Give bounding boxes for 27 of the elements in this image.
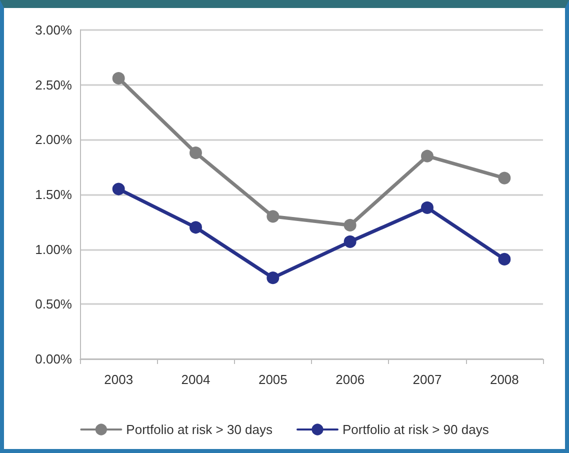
y-tick-label: 2.00% [35, 132, 72, 148]
x-tick-label: 2006 [336, 372, 365, 387]
point [344, 218, 356, 232]
point [344, 235, 356, 248]
legend-label: Portfolio at risk > 90 days [342, 422, 490, 437]
x-tick-label: 2007 [412, 372, 442, 387]
x-tick-label: 2003 [104, 372, 134, 387]
legend-label: Portfolio at risk > 30 days [126, 422, 273, 437]
y-tick-label: 1.50% [35, 187, 72, 202]
y-tick-label: 0.50% [35, 296, 72, 312]
point [498, 172, 511, 184]
point [112, 72, 125, 84]
point [498, 252, 511, 266]
point [190, 221, 202, 234]
x-tick-label: 2004 [181, 372, 210, 387]
x-tick-label: 2005 [258, 372, 288, 387]
point [266, 210, 280, 223]
point [190, 146, 202, 160]
point [421, 150, 434, 162]
point [112, 182, 125, 196]
y-tick-label: 0.00% [35, 352, 72, 366]
y-tick-label: 3.00% [35, 22, 72, 38]
x-tick-label: 2008 [490, 372, 519, 387]
y-tick-label: 2.50% [35, 77, 72, 92]
point [421, 201, 434, 214]
point [266, 272, 280, 284]
y-tick-label: 1.00% [35, 242, 72, 257]
